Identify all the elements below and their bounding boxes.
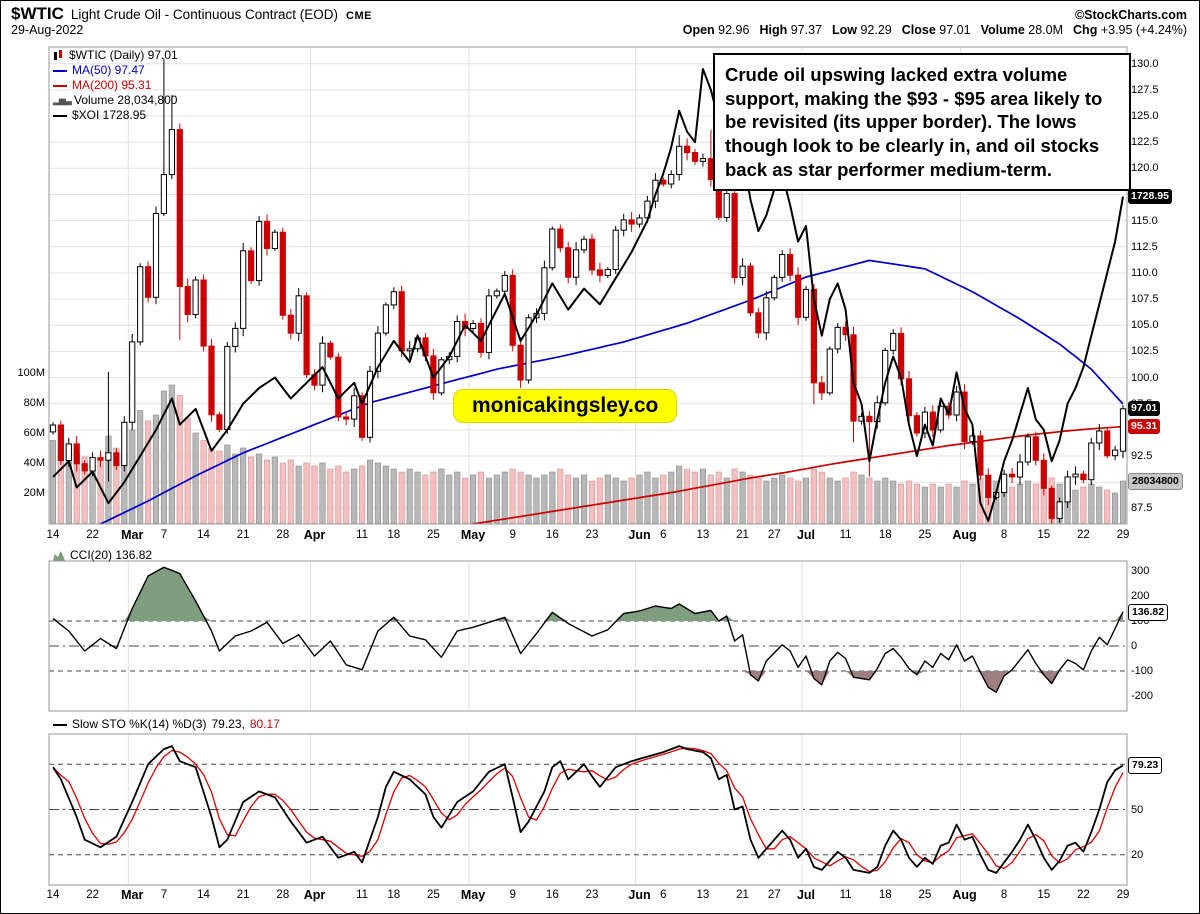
quote-low: Low 92.29 xyxy=(831,23,892,37)
legend-row-xoi: $XOI 1728.95 xyxy=(53,108,178,123)
legend-row-volume: Volume 28,034,800 xyxy=(53,93,178,108)
sto-legend: Slow STO %K(14) %D(3) 79.23, 80.17 xyxy=(53,717,280,732)
legend-wtic-label: $WTIC (Daily) 97.01 xyxy=(69,48,178,62)
cci-area-icon xyxy=(53,551,65,561)
watermark: monicakingsley.co xyxy=(453,389,678,423)
quote-volume: Volume 28.0M xyxy=(980,23,1064,37)
legend-ma50-label: MA(50) 97.47 xyxy=(72,63,145,77)
legend-row-sto: Slow STO %K(14) %D(3) 79.23, 80.17 xyxy=(53,717,280,732)
legend-ma200-label: MA(200) 95.31 xyxy=(72,78,152,92)
cci-panel xyxy=(49,566,1127,693)
quote-open: Open 92.96 xyxy=(682,23,750,37)
quote-high: High 97.37 xyxy=(759,23,822,37)
legend-sto-k: 79.23, xyxy=(211,717,245,731)
overlay-lines xyxy=(97,259,1124,524)
chart-header: $WTIC Light Crude Oil - Continuous Contr… xyxy=(11,4,1187,24)
legend-row-ma200: MA(200) 95.31 xyxy=(53,78,178,93)
main-legend: $WTIC (Daily) 97.01 MA(50) 97.47 MA(200)… xyxy=(53,48,178,123)
chart-date: 29-Aug-2022 xyxy=(11,23,84,37)
legend-row-cci: CCI(20) 136.82 xyxy=(53,548,152,563)
quote-close: Close 97.01 xyxy=(901,23,971,37)
ohlc-quote: Open 92.96 High 97.37 Low 92.29 Close 97… xyxy=(683,23,1187,37)
sto-line-icon xyxy=(53,723,67,726)
symbol-label: $WTIC xyxy=(11,4,64,23)
legend-volume-label: Volume 28,034,800 xyxy=(74,93,178,107)
sto-panel xyxy=(49,745,1127,874)
legend-row-ma50: MA(50) 97.47 xyxy=(53,63,178,78)
legend-xoi-label: $XOI 1728.95 xyxy=(72,108,147,122)
candlestick-icon xyxy=(54,49,62,60)
chart-title: Light Crude Oil - Continuous Contract (E… xyxy=(70,7,338,22)
cci-legend: CCI(20) 136.82 xyxy=(53,548,152,563)
panel-borders xyxy=(48,46,1128,886)
candlesticks xyxy=(49,58,1127,524)
quote-row: 29-Aug-2022 Open 92.96 High 97.37 Low 92… xyxy=(11,23,1187,37)
annotation-box: Crude oil upswing lacked extra volume su… xyxy=(713,53,1131,192)
xoi-overlay-line xyxy=(52,68,1124,522)
stockcharts-credit: ©StockCharts.com xyxy=(1074,8,1187,22)
legend-cci-label: CCI(20) 136.82 xyxy=(70,548,153,562)
xoi-line-icon xyxy=(53,114,67,117)
legend-sto-d: 80.17 xyxy=(249,717,280,731)
ma200-line-icon xyxy=(53,84,67,87)
legend-row-wtic: $WTIC (Daily) 97.01 xyxy=(53,48,178,63)
volume-bars-icon xyxy=(53,95,69,106)
exchange-label: CME xyxy=(346,10,372,22)
ma50-line-icon xyxy=(53,69,67,72)
legend-sto-label: Slow STO %K(14) %D(3) xyxy=(72,717,207,731)
quote-change: Chg +3.95 (+4.24%) xyxy=(1073,23,1187,37)
